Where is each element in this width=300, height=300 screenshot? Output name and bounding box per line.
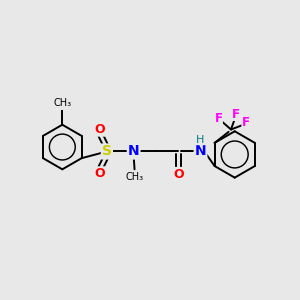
Text: N: N [195, 145, 206, 158]
Text: F: F [231, 107, 239, 121]
Text: O: O [94, 167, 105, 180]
Text: CH₃: CH₃ [53, 98, 71, 108]
Text: F: F [242, 116, 250, 130]
Text: CH₃: CH₃ [125, 172, 144, 182]
Text: O: O [94, 123, 105, 136]
Text: F: F [214, 112, 223, 125]
Text: O: O [173, 168, 184, 181]
Text: S: S [102, 145, 112, 158]
Text: N: N [128, 145, 140, 158]
Text: H: H [196, 135, 205, 145]
